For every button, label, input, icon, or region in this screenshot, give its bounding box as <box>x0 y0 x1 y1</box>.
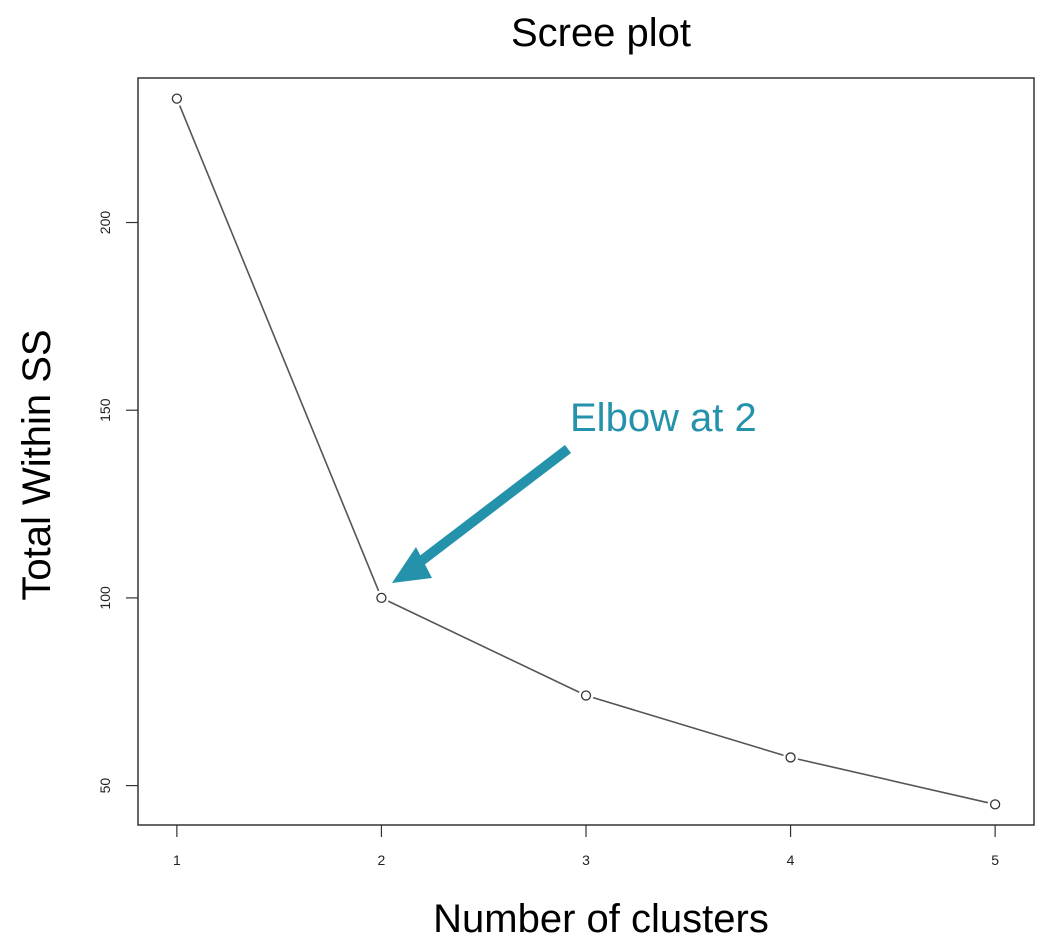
y-tick-label: 50 <box>97 778 113 794</box>
elbow-annotation-arrowhead <box>392 547 432 583</box>
y-tick-label: 200 <box>97 211 113 235</box>
series-line-segment <box>178 105 380 592</box>
annotation-layer: Elbow at 2 <box>392 396 757 583</box>
series-line-segment <box>387 600 580 693</box>
series-line-segment <box>797 758 989 804</box>
y-axis-title: Total Within SS <box>15 329 59 600</box>
plot-frame <box>137 77 1035 826</box>
x-tick-label: 5 <box>991 852 999 868</box>
x-axis-title: Number of clusters <box>433 897 769 941</box>
x-tick-label: 3 <box>582 852 590 868</box>
x-tick-label: 1 <box>173 852 181 868</box>
elbow-annotation-arrow <box>408 445 572 572</box>
x-axis: 1 2 3 4 5 <box>173 825 999 868</box>
series-line-segment <box>592 696 784 757</box>
y-axis: 50 100 150 200 <box>97 211 138 794</box>
data-point <box>785 752 796 763</box>
y-tick-label: 150 <box>97 398 113 422</box>
data-point <box>580 690 592 701</box>
data-point <box>376 592 387 604</box>
x-tick-label: 2 <box>378 852 386 868</box>
x-tick-label: 4 <box>787 852 795 868</box>
y-tick-label: 100 <box>97 586 113 610</box>
data-point <box>989 799 1001 810</box>
elbow-annotation-label: Elbow at 2 <box>570 396 757 440</box>
data-point <box>171 93 183 104</box>
series-layer <box>171 93 1001 810</box>
chart-title: Scree plot <box>511 11 691 55</box>
